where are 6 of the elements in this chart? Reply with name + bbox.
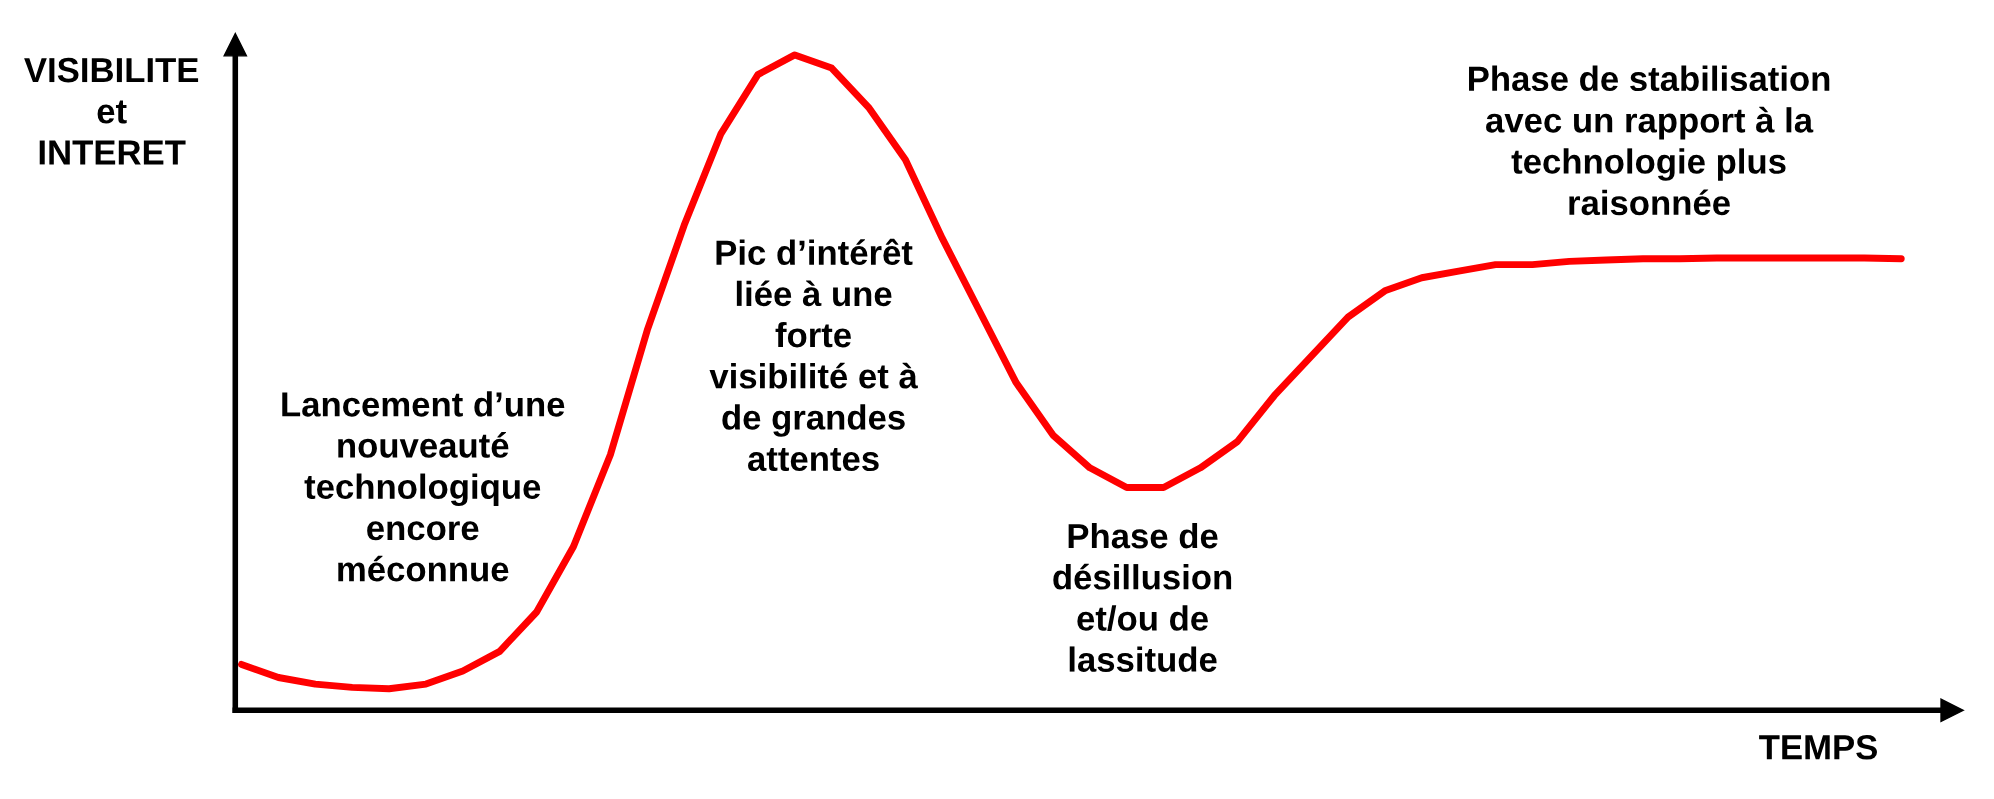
annotation: Phase de stabilisation avec un rapport à la technologie plus raisonnée bbox=[1469, 65, 1830, 216]
annotation: Lancement d’une nouveauté technologique encore méconnue bbox=[282, 391, 565, 582]
x-axis-title: TEMPS bbox=[1759, 734, 1877, 760]
annotation: Pic d’intérêt liée à une forte visibilité et à de grandes attentes bbox=[709, 238, 918, 472]
annotation: Phase de désillusion et/ou de lassitude bbox=[1053, 522, 1232, 672]
y-axis-title: VISIBILITE et INTERET bbox=[24, 57, 199, 165]
